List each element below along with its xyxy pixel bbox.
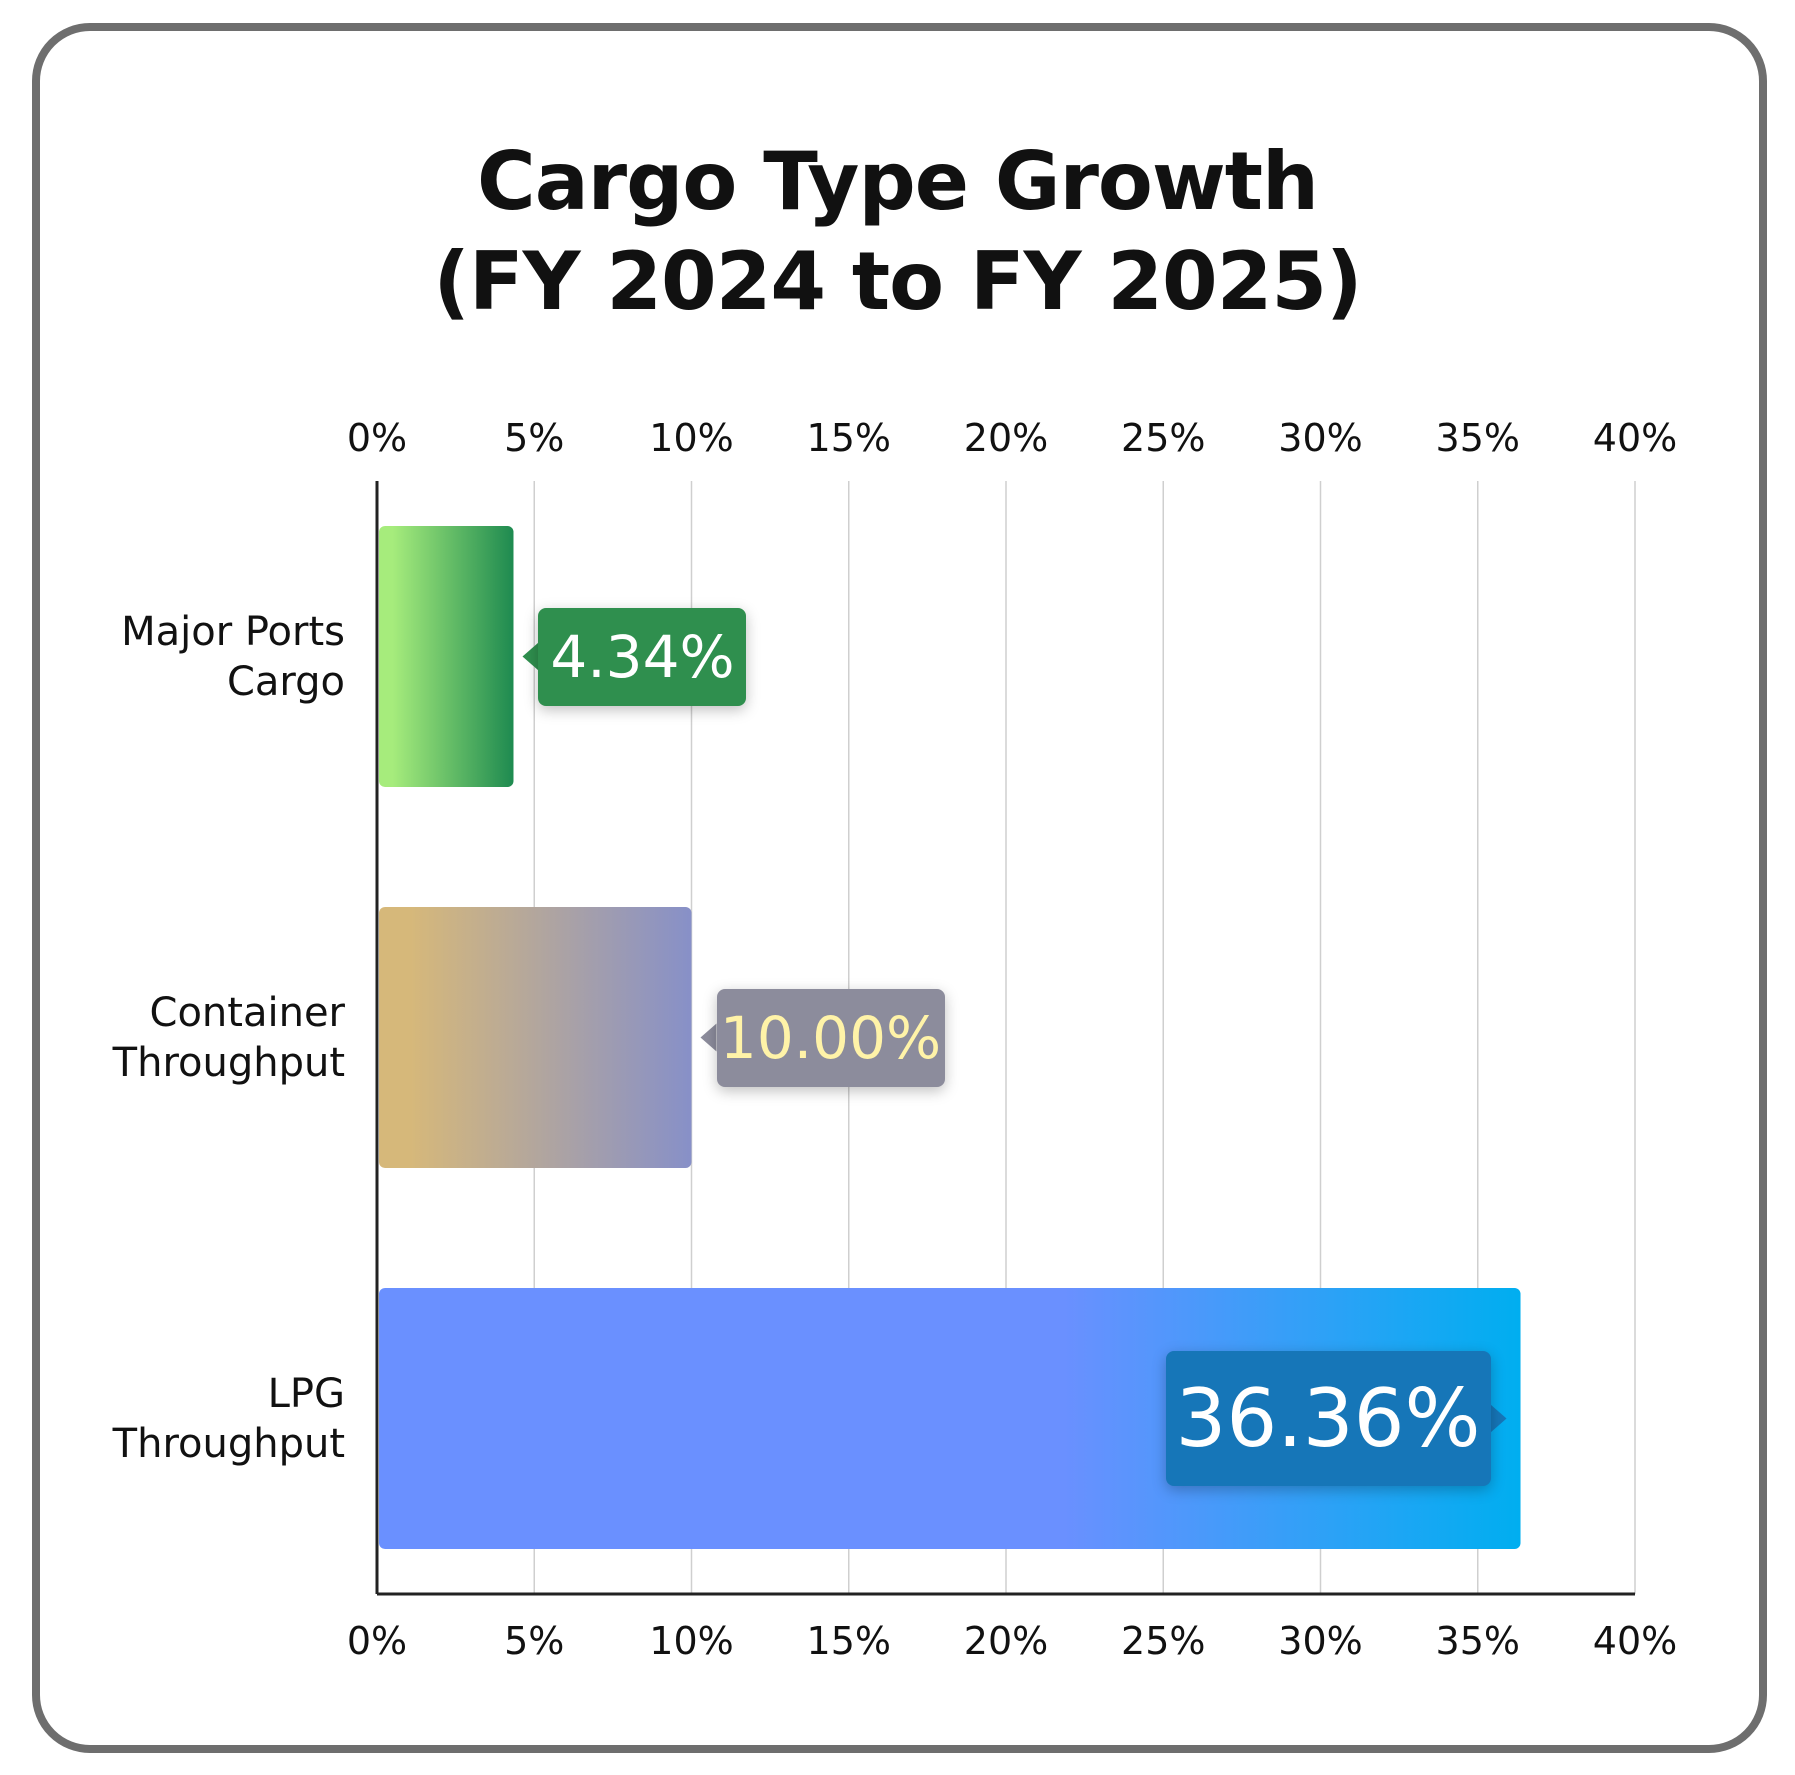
- x-tick-label-top: 15%: [807, 416, 891, 460]
- x-tick-label-top: 0%: [347, 416, 407, 460]
- x-tick-label-bottom: 30%: [1278, 1619, 1362, 1663]
- x-tick-label-top: 40%: [1593, 416, 1677, 460]
- bar: [379, 526, 514, 787]
- x-tick-label-top: 10%: [649, 416, 733, 460]
- x-tick-label-top: 20%: [964, 416, 1048, 460]
- category-label-line: Container: [149, 989, 345, 1036]
- category-label-line: Major Ports: [121, 608, 345, 655]
- data-label: 10.00%: [716, 988, 945, 1087]
- category-label: LPG Throughput: [113, 1369, 345, 1469]
- x-tick-label-bottom: 20%: [964, 1619, 1048, 1663]
- category-label-line: LPG: [267, 1370, 345, 1417]
- data-label: 36.36%: [1165, 1351, 1491, 1486]
- x-tick-label-top: 5%: [504, 416, 564, 460]
- data-label-pointer: [700, 1023, 717, 1052]
- x-tick-label-bottom: 25%: [1121, 1619, 1205, 1663]
- x-tick-label-bottom: 0%: [347, 1619, 407, 1663]
- x-tick-label-bottom: 35%: [1436, 1619, 1520, 1663]
- category-label: Container Throughput: [113, 988, 345, 1088]
- x-tick-label-top: 35%: [1436, 416, 1520, 460]
- x-tick-label-bottom: 40%: [1593, 1619, 1677, 1663]
- x-tick-label-top: 25%: [1121, 416, 1205, 460]
- category-label-line: Throughput: [112, 1420, 345, 1467]
- bar: [379, 907, 692, 1168]
- x-tick-label-top: 30%: [1278, 416, 1362, 460]
- chart-title-line-2: (FY 2024 to FY 2025): [433, 235, 1362, 328]
- data-label-pointer: [1490, 1404, 1507, 1433]
- category-label-line: Throughput: [112, 1039, 345, 1086]
- category-label: Major Ports Cargo: [121, 607, 345, 707]
- chart-title-line-1: Cargo Type Growth: [476, 135, 1319, 228]
- category-label-line: Cargo: [226, 658, 345, 705]
- x-tick-label-bottom: 5%: [504, 1619, 564, 1663]
- data-label: 4.34%: [538, 607, 747, 706]
- x-tick-label-bottom: 15%: [807, 1619, 891, 1663]
- data-label-pointer: [522, 642, 539, 671]
- x-tick-label-bottom: 10%: [649, 1619, 733, 1663]
